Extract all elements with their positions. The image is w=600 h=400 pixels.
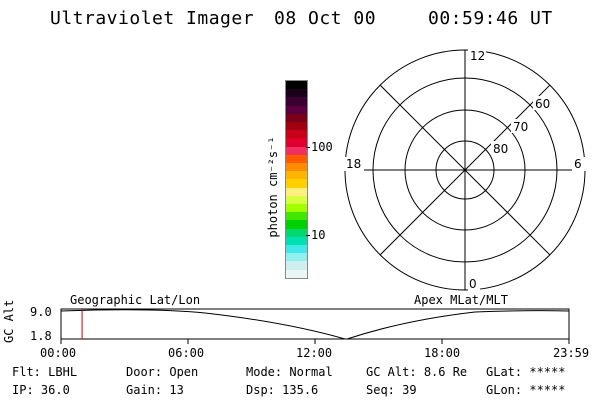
colorbar-swatch xyxy=(286,220,307,229)
altitude-trace xyxy=(60,309,570,340)
glat-label: GLat: xyxy=(486,365,523,379)
glon-value: ***** xyxy=(529,383,566,397)
colorbar-swatch xyxy=(286,154,307,164)
colorbar-tick-mark-100 xyxy=(306,147,310,148)
gain-field: Gain: 13 xyxy=(126,383,184,397)
colorbar-swatch xyxy=(286,81,307,90)
colorbar-swatch xyxy=(286,171,307,180)
mlt-label-12: 12 xyxy=(470,49,485,63)
lat-label-60: 60 xyxy=(535,97,550,111)
lat-label-70: 70 xyxy=(513,120,528,134)
mlt-label-0: 0 xyxy=(469,277,477,291)
door-value: Open xyxy=(169,365,199,379)
colorbar-swatch xyxy=(286,138,307,147)
door-field: Door: Open xyxy=(126,365,198,379)
dsp-value: 135.6 xyxy=(282,383,319,397)
colorbar-swatch xyxy=(286,146,307,155)
colorbar-unit-label: photon cm⁻²s⁻¹ xyxy=(266,136,280,238)
door-label: Door: xyxy=(126,365,163,379)
time-label: 00:59:46 UT xyxy=(428,8,553,29)
glon-label: GLon: xyxy=(486,383,523,397)
dsp-label: Dsp: xyxy=(246,383,275,397)
colorbar-swatch xyxy=(286,195,307,205)
timeline-right-label: Apex MLat/MLT xyxy=(414,293,508,307)
colorbar-swatch xyxy=(286,204,307,213)
glon-field: GLon: ***** xyxy=(486,383,565,397)
colorbar-swatch xyxy=(286,236,307,246)
gain-value: 13 xyxy=(169,383,184,397)
glat-value: ***** xyxy=(529,365,566,379)
mlt-label-18: 18 xyxy=(346,157,361,171)
colorbar-swatch xyxy=(286,261,307,270)
colorbar-swatch xyxy=(286,212,307,221)
colorbar-swatch xyxy=(286,253,307,262)
flt-value: LBHL xyxy=(48,365,78,379)
date-label: 08 Oct 00 xyxy=(274,8,377,29)
colorbar-swatch xyxy=(286,122,307,131)
colorbar-swatch xyxy=(286,179,307,188)
timeline-left-label: Geographic Lat/Lon xyxy=(70,293,201,307)
seq-value: 39 xyxy=(402,383,417,397)
mode-label: Mode: xyxy=(246,365,283,379)
polar-plot: 12 18 6 0 60 70 80 xyxy=(342,48,586,291)
colorbar-swatch xyxy=(286,187,307,196)
seq-label: Seq: xyxy=(366,383,395,397)
colorbar xyxy=(285,80,308,279)
colorbar-tick-10: 10 xyxy=(311,228,326,242)
gain-label: Gain: xyxy=(126,383,163,397)
timeline-y-top: 9.0 xyxy=(30,305,52,319)
colorbar-swatch xyxy=(286,89,307,98)
colorbar-swatch xyxy=(286,113,307,123)
timeline-frame xyxy=(60,308,570,340)
gcalt-label: GC Alt: xyxy=(366,365,417,379)
colorbar-swatch xyxy=(286,245,307,254)
timeline-tick-3: 18:00 xyxy=(424,346,461,360)
colorbar-swatch xyxy=(286,130,307,139)
instrument-title: Ultraviolet Imager xyxy=(50,8,255,29)
glat-field: GLat: ***** xyxy=(486,365,565,379)
colorbar-tick-mark-10 xyxy=(306,235,310,236)
mode-value: Normal xyxy=(289,365,333,379)
ip-field: IP: 36.0 xyxy=(12,383,70,397)
colorbar-swatch xyxy=(286,105,307,114)
dsp-field: Dsp: 135.6 xyxy=(246,383,318,397)
timeline-plot xyxy=(60,308,570,344)
timeline-y-bottom: 1.8 xyxy=(30,329,52,343)
colorbar-swatch xyxy=(286,228,307,237)
colorbar-swatch xyxy=(286,97,307,106)
mlt-label-6: 6 xyxy=(574,157,582,171)
timeline-tick-2: 12:00 xyxy=(296,346,333,360)
ip-label: IP: xyxy=(12,383,34,397)
colorbar-tick-100: 100 xyxy=(311,140,333,154)
timeline-tick-0: 00:00 xyxy=(40,346,77,360)
mode-field: Mode: Normal xyxy=(246,365,333,379)
seq-field: Seq: 39 xyxy=(366,383,417,397)
timeline-tick-1: 06:00 xyxy=(168,346,205,360)
timeline-y-label: GC Alt xyxy=(2,299,16,343)
colorbar-swatch xyxy=(286,269,307,278)
ip-value: 36.0 xyxy=(40,383,70,397)
flt-field: Flt: LBHL xyxy=(12,365,77,379)
gcalt-field: GC Alt: 8.6 Re xyxy=(366,365,467,379)
gcalt-value: 8.6 Re xyxy=(423,365,468,379)
colorbar-swatch xyxy=(286,163,307,172)
flt-label: Flt: xyxy=(12,365,41,379)
polar-diagonal-2 xyxy=(379,84,551,256)
timeline-tick-4: 23:59 xyxy=(553,346,590,360)
lat-label-80: 80 xyxy=(493,142,508,156)
